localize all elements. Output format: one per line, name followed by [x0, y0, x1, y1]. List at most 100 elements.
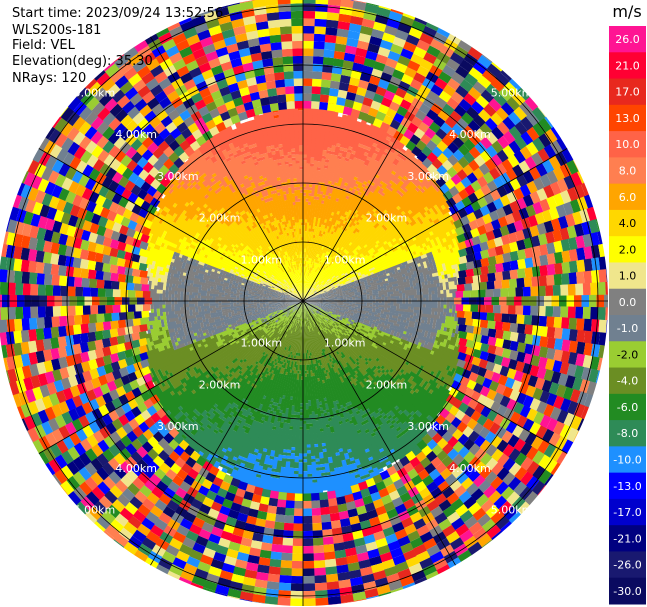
range-gate-cell — [328, 294, 338, 298]
range-gate-cell — [405, 295, 409, 299]
range-gate-cell — [447, 276, 458, 283]
range-gate-cell — [435, 333, 440, 338]
range-gate-cell — [154, 315, 158, 321]
range-gate-cell — [299, 409, 303, 413]
range-gate-cell — [356, 312, 380, 320]
range-gate-cell — [151, 284, 155, 290]
range-gate-cell — [410, 336, 415, 341]
range-gate-cell — [327, 307, 331, 310]
range-gate-cell — [328, 295, 332, 297]
range-gate-cell — [445, 245, 450, 251]
range-gate-cell — [328, 303, 338, 306]
range-gate-cell — [360, 226, 384, 249]
range-gate-cell — [419, 272, 424, 277]
range-gate-cell — [321, 198, 331, 226]
range-gate-cell — [337, 302, 350, 305]
range-gate-cell — [316, 299, 323, 301]
range-gate-cell — [403, 330, 407, 335]
range-gate-cell — [321, 290, 330, 294]
range-gate-cell — [379, 269, 386, 274]
range-gate-cell — [316, 294, 322, 297]
range-gate-cell — [318, 287, 322, 290]
range-gate-cell — [344, 312, 348, 315]
range-gate-cell — [308, 289, 316, 296]
range-gate-cell — [437, 271, 442, 277]
range-gate-cell — [426, 274, 430, 279]
range-gate-cell — [373, 248, 386, 257]
range-gate-cell — [306, 287, 308, 291]
range-gate-cell — [316, 303, 320, 305]
range-gate-cell — [293, 414, 298, 418]
range-gate-cell — [371, 313, 375, 317]
range-gate-cell — [402, 175, 409, 181]
range-gate-cell — [350, 313, 354, 316]
range-gate-cell — [337, 285, 341, 288]
range-gate-cell — [431, 272, 439, 278]
range-gate-cell — [310, 303, 317, 306]
range-gate-cell — [414, 211, 461, 240]
range-gate-cell — [403, 185, 435, 214]
range-gate-cell — [352, 298, 356, 300]
range-gate-cell — [369, 295, 373, 298]
range-gate-cell — [349, 314, 365, 321]
range-gate-cell — [331, 158, 342, 186]
range-gate-cell — [171, 293, 175, 298]
range-gate-cell — [351, 252, 356, 257]
range-gate-cell — [362, 289, 367, 292]
range-gate-cell — [385, 136, 392, 142]
range-gate-cell — [335, 250, 339, 255]
range-gate-cell — [412, 283, 417, 287]
range-gate-cell — [415, 238, 428, 248]
range-gate-cell — [394, 177, 402, 186]
range-gate-cell — [153, 308, 157, 313]
range-gate-cell — [304, 293, 306, 297]
range-gate-cell — [165, 311, 169, 316]
range-gate-cell — [299, 406, 303, 410]
range-gate-cell — [344, 311, 354, 315]
range-gate-cell — [183, 291, 187, 295]
range-gate-cell — [384, 263, 403, 272]
range-gate-cell — [372, 278, 380, 283]
range-gate-cell — [306, 290, 313, 298]
range-gate-cell — [312, 217, 317, 230]
range-gate-cell — [390, 301, 394, 304]
range-gate-cell — [428, 290, 432, 295]
range-gate-cell — [340, 246, 344, 251]
range-gate-cell — [368, 267, 375, 272]
range-gate-cell — [385, 214, 402, 230]
range-gate-cell — [310, 284, 315, 290]
range-gate-cell — [322, 296, 326, 298]
range-gate-cell — [455, 268, 459, 274]
range-gate-cell — [322, 194, 326, 199]
range-gate-cell — [405, 331, 410, 336]
range-gate-cell — [337, 152, 343, 157]
range-gate-cell — [312, 286, 317, 292]
range-gate-cell — [308, 256, 326, 289]
range-gate-cell — [162, 285, 167, 291]
range-gate-cell — [312, 294, 316, 297]
range-gate-cell — [374, 314, 381, 318]
range-gate-cell — [379, 191, 400, 215]
range-gate-cell — [307, 290, 312, 296]
range-gate-cell — [304, 297, 314, 301]
range-gate-cell — [333, 290, 343, 294]
range-gate-cell — [304, 297, 307, 300]
range-gate-cell — [431, 206, 437, 212]
range-gate-cell — [337, 286, 342, 289]
range-gate-cell — [305, 290, 307, 294]
range-gate-cell — [320, 469, 326, 474]
range-gate-cell — [393, 303, 400, 307]
range-gate-cell — [378, 288, 396, 294]
range-gate-cell — [343, 273, 355, 281]
range-gate-cell — [195, 308, 199, 313]
range-gate-cell — [336, 307, 340, 309]
range-gate-cell — [310, 455, 316, 460]
range-gate-cell — [352, 227, 359, 235]
range-gate-cell — [293, 470, 299, 475]
range-gate-cell — [352, 314, 360, 318]
range-gate-cell — [329, 288, 333, 291]
range-gate-cell — [319, 305, 328, 309]
range-gate-cell — [180, 297, 184, 301]
range-gate-cell — [356, 277, 361, 281]
range-gate-cell — [434, 186, 441, 193]
